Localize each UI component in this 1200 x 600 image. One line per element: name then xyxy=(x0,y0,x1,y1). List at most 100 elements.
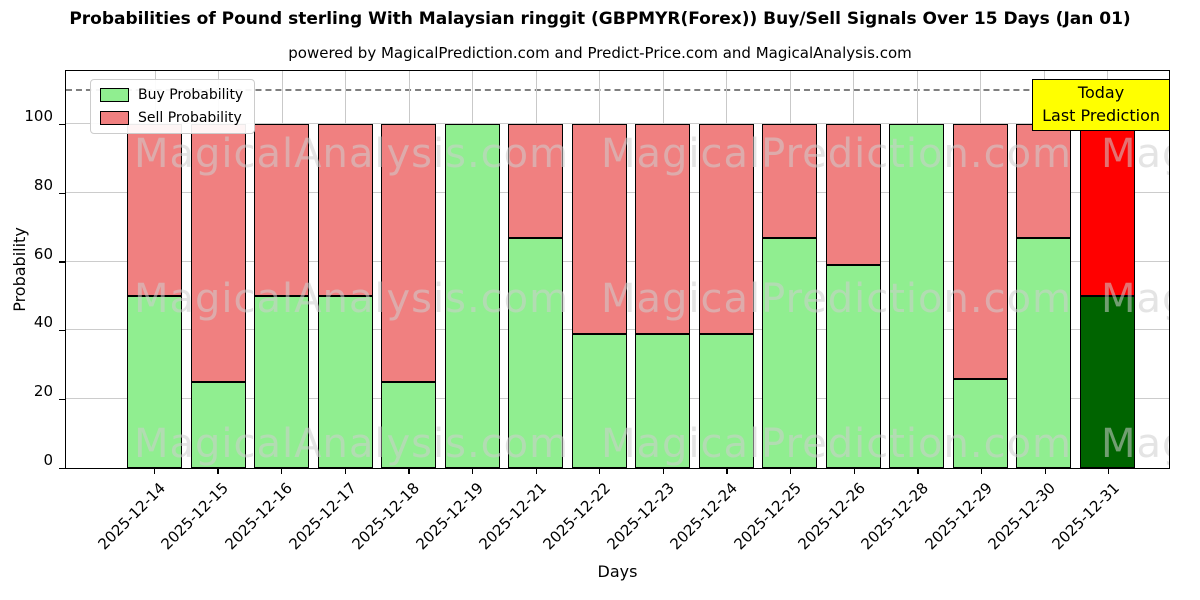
x-tick-label-2025-12-15: 2025-12-15 xyxy=(157,479,233,554)
y-tick-label-40: 40 xyxy=(33,313,53,332)
y-tick-label-20: 20 xyxy=(33,382,53,401)
buy-bar-segment-2025-12-16 xyxy=(254,296,310,468)
sell-bar-segment-2025-12-22 xyxy=(571,124,627,334)
y-axis-label: Probability xyxy=(9,227,29,312)
x-tick-mark xyxy=(790,469,792,474)
bar-slot-2025-12-29 xyxy=(949,71,1013,468)
bar-slot-2025-12-21 xyxy=(504,71,568,468)
buy-bar-segment-2025-12-21 xyxy=(508,237,564,468)
y-tick-label-80: 80 xyxy=(33,175,53,194)
x-tick-label-2025-12-21: 2025-12-21 xyxy=(475,479,551,554)
watermark-text: MagicalAnalysis.com xyxy=(134,421,570,467)
sell-bar-segment-2025-12-29 xyxy=(952,124,1008,379)
y-tick-mark xyxy=(59,467,65,469)
bar-slot-2025-12-23 xyxy=(631,71,695,468)
x-tick-mark xyxy=(853,469,855,474)
x-tick-label-2025-12-28: 2025-12-28 xyxy=(857,479,933,554)
watermark-text: MagicalPrediction.com xyxy=(601,421,1072,467)
h-gridline-100 xyxy=(66,123,1169,125)
sell-swatch-icon xyxy=(100,111,129,125)
x-tick-label-2025-12-18: 2025-12-18 xyxy=(348,479,424,554)
buy-bar-segment-2025-12-31 xyxy=(1079,296,1135,468)
chart-title: Probabilities of Pound sterling With Mal… xyxy=(69,9,1131,29)
buy-bar-segment-2025-12-30 xyxy=(1016,237,1072,468)
bar-slot-2025-12-22 xyxy=(568,71,632,468)
buy-bar-segment-2025-12-18 xyxy=(381,382,437,468)
plot-area: MagicalAnalysis.com MagicalPrediction.com… xyxy=(65,70,1170,469)
bar-slot-2025-12-30 xyxy=(1012,71,1076,468)
watermark-text: MagicalAnalysis.com xyxy=(134,131,570,177)
x-tick-mark xyxy=(599,469,601,474)
bar-slot-2025-12-25 xyxy=(758,71,822,468)
y-tick-mark xyxy=(59,330,65,332)
x-tick-label-2025-12-30: 2025-12-30 xyxy=(984,479,1060,554)
watermark-text: MagicalPrediction.com xyxy=(601,276,1072,322)
bar-slot-2025-12-17 xyxy=(314,71,378,468)
sell-bar-segment-2025-12-15 xyxy=(190,124,246,383)
legend-label-sell: Sell Probability xyxy=(138,110,242,126)
watermark-text: MagicalAnalysis.com xyxy=(1101,131,1169,177)
buy-bar-segment-2025-12-24 xyxy=(698,333,754,468)
sell-bar-segment-2025-12-21 xyxy=(508,124,564,238)
x-axis-label: Days xyxy=(597,562,638,581)
y-tick-mark xyxy=(59,261,65,263)
y-tick-mark xyxy=(59,192,65,194)
bar-slot-2025-12-28 xyxy=(885,71,949,468)
y-tick-label-100: 100 xyxy=(24,107,53,126)
x-tick-mark xyxy=(408,469,410,474)
today-annotation-line2: Last Prediction xyxy=(1042,106,1160,126)
x-tick-label-2025-12-19: 2025-12-19 xyxy=(412,479,487,554)
buy-bar-segment-2025-12-19 xyxy=(444,124,500,468)
sell-bar-segment-2025-12-25 xyxy=(762,124,818,238)
x-tick-mark xyxy=(281,469,283,474)
y-tick-label-0: 0 xyxy=(43,451,53,469)
watermark-text: MagicalPrediction.com xyxy=(601,131,1072,177)
sell-bar-segment-2025-12-14 xyxy=(127,124,183,297)
sell-bar-segment-2025-12-23 xyxy=(635,124,691,334)
today-annotation-line1: Today xyxy=(1077,83,1125,102)
y-axis-ticks: 0 20 40 60 80 100 xyxy=(0,70,65,469)
x-tick-mark xyxy=(1044,469,1046,474)
x-tick-mark xyxy=(217,469,219,474)
buy-swatch-icon xyxy=(100,88,129,102)
x-tick-mark xyxy=(153,469,156,474)
today-annotation: Today Last Prediction xyxy=(1032,79,1169,132)
buy-bar-segment-2025-12-23 xyxy=(635,333,691,468)
chart-subtitle: powered by MagicalPrediction.com and Pre… xyxy=(288,44,912,62)
x-tick-label-2025-12-16: 2025-12-16 xyxy=(221,479,296,554)
legend: Buy Probability Sell Probability xyxy=(90,79,256,134)
bar-slot-2025-12-15 xyxy=(187,71,251,468)
buy-bar-segment-2025-12-14 xyxy=(127,296,183,468)
sell-bar-segment-2025-12-31 xyxy=(1079,124,1135,297)
x-tick-label-2025-12-14: 2025-12-14 xyxy=(94,479,169,554)
sell-bar-segment-2025-12-26 xyxy=(825,124,881,266)
bars-layer xyxy=(66,71,1169,468)
x-tick-mark xyxy=(471,469,474,474)
sell-bar-segment-2025-12-17 xyxy=(317,124,373,297)
x-tick-mark xyxy=(1108,469,1110,474)
buy-bar-segment-2025-12-22 xyxy=(571,333,627,468)
bar-slot-2025-12-24 xyxy=(695,71,759,468)
x-tick-mark xyxy=(662,469,665,474)
x-tick-mark xyxy=(980,469,983,474)
buy-bar-segment-2025-12-15 xyxy=(190,382,246,468)
legend-label-buy: Buy Probability xyxy=(138,87,244,103)
x-tick-label-2025-12-25: 2025-12-25 xyxy=(730,479,805,554)
bar-slot-2025-12-14 xyxy=(123,71,187,468)
legend-item-sell: Sell Probability xyxy=(100,110,243,126)
y-tick-label-60: 60 xyxy=(33,244,53,263)
buy-bar-segment-2025-12-25 xyxy=(762,237,818,468)
sell-bar-segment-2025-12-16 xyxy=(254,124,310,297)
sell-bar-segment-2025-12-24 xyxy=(698,124,754,334)
sell-bar-segment-2025-12-18 xyxy=(381,124,437,383)
watermark-text: MagicalAnalysis.com xyxy=(134,276,570,322)
x-axis-ticks: 2025-12-14 2025-12-15 2025-12-16 2025-12-17… xyxy=(65,469,1170,569)
x-tick-mark xyxy=(726,469,728,474)
threshold-dashed-line xyxy=(66,89,1169,91)
watermark-text: MagicalAnalysis.com xyxy=(1101,276,1169,322)
watermark-text: MagicalAnalysis.com xyxy=(1101,421,1169,467)
x-tick-label-2025-12-31: 2025-12-31 xyxy=(1048,479,1123,554)
bar-slot-2025-12-16 xyxy=(250,71,314,468)
x-tick-label-2025-12-26: 2025-12-26 xyxy=(794,479,869,554)
